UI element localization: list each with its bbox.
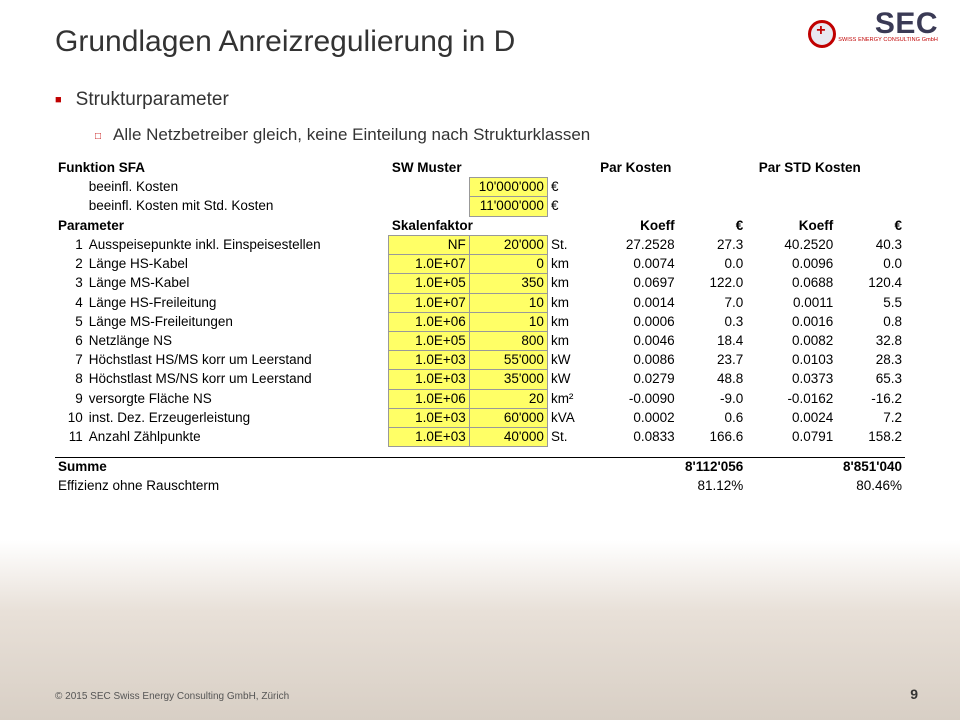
page-title: Grundlagen Anreizregulierung in D <box>55 25 905 59</box>
page-number: 9 <box>910 686 918 702</box>
bullet-level1: Strukturparameter <box>55 89 905 111</box>
data-table: Funktion SFASW MusterPar KostenPar STD K… <box>55 159 905 495</box>
copyright: © 2015 SEC Swiss Energy Consulting GmbH,… <box>55 691 289 702</box>
logo-text: SEC <box>838 10 938 37</box>
bullet-level2: Alle Netzbetreiber gleich, keine Einteil… <box>95 125 905 145</box>
footer: © 2015 SEC Swiss Energy Consulting GmbH,… <box>55 686 918 702</box>
logo: SEC SWISS ENERGY CONSULTING GmbH <box>838 10 938 43</box>
logo-subtitle: SWISS ENERGY CONSULTING GmbH <box>838 37 938 43</box>
